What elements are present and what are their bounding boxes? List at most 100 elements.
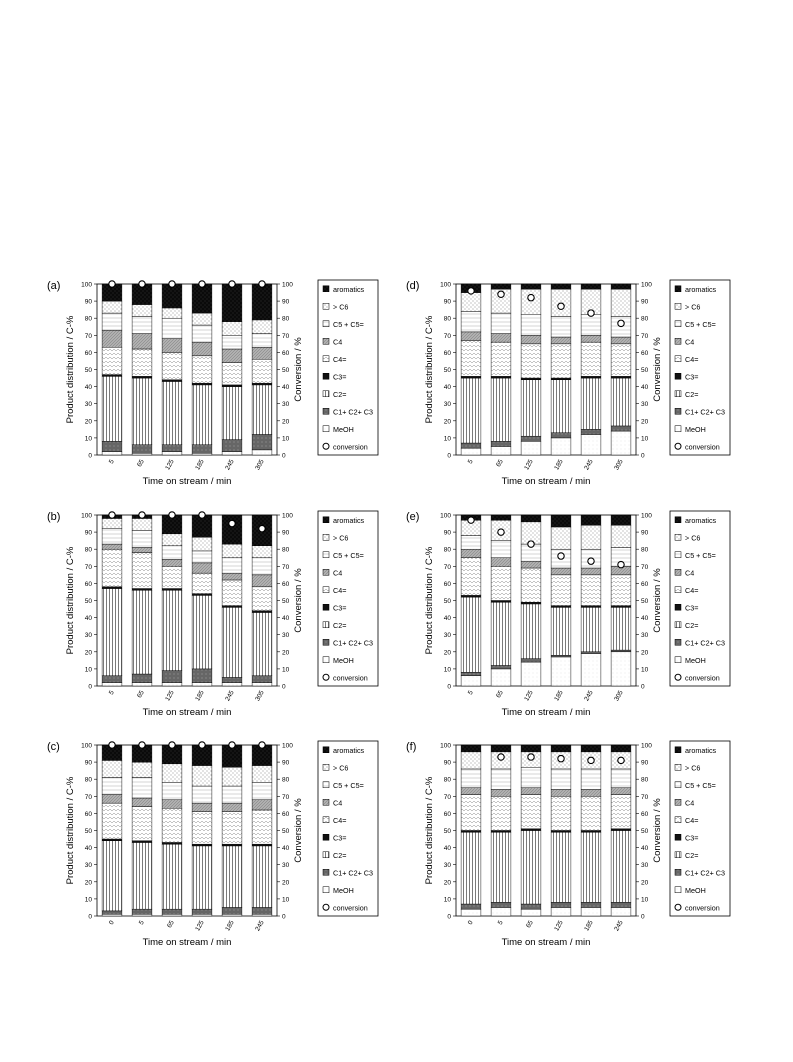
bar-segment-c5-c5 xyxy=(580,314,602,336)
y2-tick-label: 20 xyxy=(282,649,290,656)
bar-segment-c1-c2-c3 xyxy=(101,441,123,452)
bar-segment-c5-c5 xyxy=(101,312,123,331)
bar-segment-c5-c5 xyxy=(161,545,183,560)
bar-segment-c2 xyxy=(101,376,123,442)
y-tick-label: 90 xyxy=(444,299,452,306)
bar-segment-c4 xyxy=(460,794,482,831)
bar-segment-meoh xyxy=(221,914,243,917)
bar-segment-c2 xyxy=(161,843,183,910)
y2-tick-label: 30 xyxy=(282,632,290,639)
bar-segment-c4 xyxy=(251,809,273,845)
bar-segment-c4 xyxy=(580,341,602,377)
y-tick-label: 10 xyxy=(444,666,452,673)
conversion-point xyxy=(228,280,236,288)
legend-label-c4: C4 xyxy=(685,568,694,577)
bar-segment-c3 xyxy=(101,374,123,377)
bar-segment-c5-c5 xyxy=(251,782,273,800)
bar-segment-c4 xyxy=(610,787,632,795)
legend-label-c4: C4= xyxy=(333,586,346,595)
x-tick-label: 125 xyxy=(164,458,176,471)
bar-segment-c4 xyxy=(490,557,512,567)
x-tick-label: 0 xyxy=(467,919,475,926)
legend-label-c2: C2= xyxy=(333,851,346,860)
bar-segment-aromatics xyxy=(251,283,273,321)
legend-swatch-c5-c5 xyxy=(674,320,682,327)
bar-segment-meoh xyxy=(191,682,213,687)
bar-segment-c2 xyxy=(131,842,153,910)
bar-segment-c5-c5 xyxy=(221,557,243,574)
bar-segment-c2 xyxy=(490,377,512,442)
bar-segment-c6 xyxy=(251,765,273,783)
conversion-point xyxy=(258,741,266,749)
x-tick-label: 5 xyxy=(467,689,475,696)
conversion-point xyxy=(527,753,535,761)
conversion-point xyxy=(198,280,206,288)
bar-segment-aromatics xyxy=(221,514,243,545)
bar-segment-c3 xyxy=(221,843,243,847)
bar-segment-c4 xyxy=(460,787,482,795)
bar-segment-c4 xyxy=(101,347,123,375)
bar-segment-c2 xyxy=(161,381,183,445)
bar-segment-c4 xyxy=(550,574,572,606)
bar-segment-c1-c2-c3 xyxy=(251,907,273,915)
conversion-point xyxy=(108,741,116,749)
bar-segment-c2 xyxy=(191,595,213,670)
bar-segment-c4 xyxy=(550,796,572,831)
conversion-point xyxy=(617,756,625,765)
bar-segment-c1-c2-c3 xyxy=(490,665,512,670)
bar-segment-c4 xyxy=(520,794,542,830)
bar-segment-c3 xyxy=(161,842,183,845)
bar-segment-meoh xyxy=(520,661,542,687)
y2-tick-label: 30 xyxy=(282,401,290,408)
bar-segment-c2 xyxy=(520,830,542,905)
conversion-point xyxy=(467,516,475,524)
bar-segment-c5-c5 xyxy=(490,312,512,334)
y-axis-title: Product distribution / C-% xyxy=(65,546,76,654)
bar-segment-meoh xyxy=(191,914,213,917)
bar-segment-c2 xyxy=(610,830,632,903)
bar-segment-c4 xyxy=(161,559,183,567)
y-tick-label: 20 xyxy=(85,649,93,656)
bar-segment-c1-c2-c3 xyxy=(550,902,572,908)
conversion-point xyxy=(527,293,535,302)
legend-swatch-c4 xyxy=(322,355,330,362)
y2-tick-label: 80 xyxy=(282,777,290,784)
y2-tick-label: 40 xyxy=(282,845,290,852)
y2-tick-label: 70 xyxy=(282,333,290,340)
y2-tick-label: 60 xyxy=(641,811,649,818)
y2-tick-label: 100 xyxy=(282,743,293,750)
bar-segment-c4 xyxy=(161,338,183,353)
y-tick-label: 60 xyxy=(85,350,93,357)
y2-tick-label: 100 xyxy=(641,513,652,520)
legend-label-c1-c2-c3: C1+ C2+ C3 xyxy=(333,868,373,877)
x-axis-title: Time on stream / min xyxy=(143,937,232,948)
bar-segment-c2 xyxy=(550,379,572,433)
y-tick-label: 20 xyxy=(444,879,452,886)
bar-segment-c3 xyxy=(161,588,183,591)
y2-axis-title: Conversion / % xyxy=(652,337,663,402)
bar-segment-c4 xyxy=(161,566,183,589)
y2-tick-label: 20 xyxy=(641,879,649,886)
legend-swatch-aromatics xyxy=(674,516,682,523)
x-tick-label: 65 xyxy=(136,458,146,468)
bar-segment-c1-c2-c3 xyxy=(490,441,512,447)
bar-segment-c4 xyxy=(191,572,213,594)
bar-segment-c4 xyxy=(251,586,273,611)
legend-swatch-c1-c2-c3 xyxy=(674,869,682,876)
y-tick-label: 100 xyxy=(440,282,451,289)
y2-tick-label: 0 xyxy=(641,914,645,921)
y2-tick-label: 10 xyxy=(641,666,649,673)
conversion-point xyxy=(108,511,116,519)
x-axis-title: Time on stream / min xyxy=(143,707,232,718)
y-tick-label: 20 xyxy=(85,418,93,425)
legend-swatch-c2 xyxy=(674,390,682,397)
bar-segment-c4 xyxy=(101,802,123,840)
y2-tick-label: 100 xyxy=(282,513,293,520)
bar-segment-c2 xyxy=(460,831,482,905)
legend-swatch-c5-c5 xyxy=(322,781,330,788)
legend-marker-conversion xyxy=(674,673,682,681)
legend-label-c4: C4= xyxy=(685,586,698,595)
y-tick-label: 60 xyxy=(444,811,452,818)
bar-segment-c4 xyxy=(101,794,123,804)
legend: aromatics > C6 C5 + C5= C4 C4= C3= C2= C1+ C2+ … xyxy=(669,740,731,917)
